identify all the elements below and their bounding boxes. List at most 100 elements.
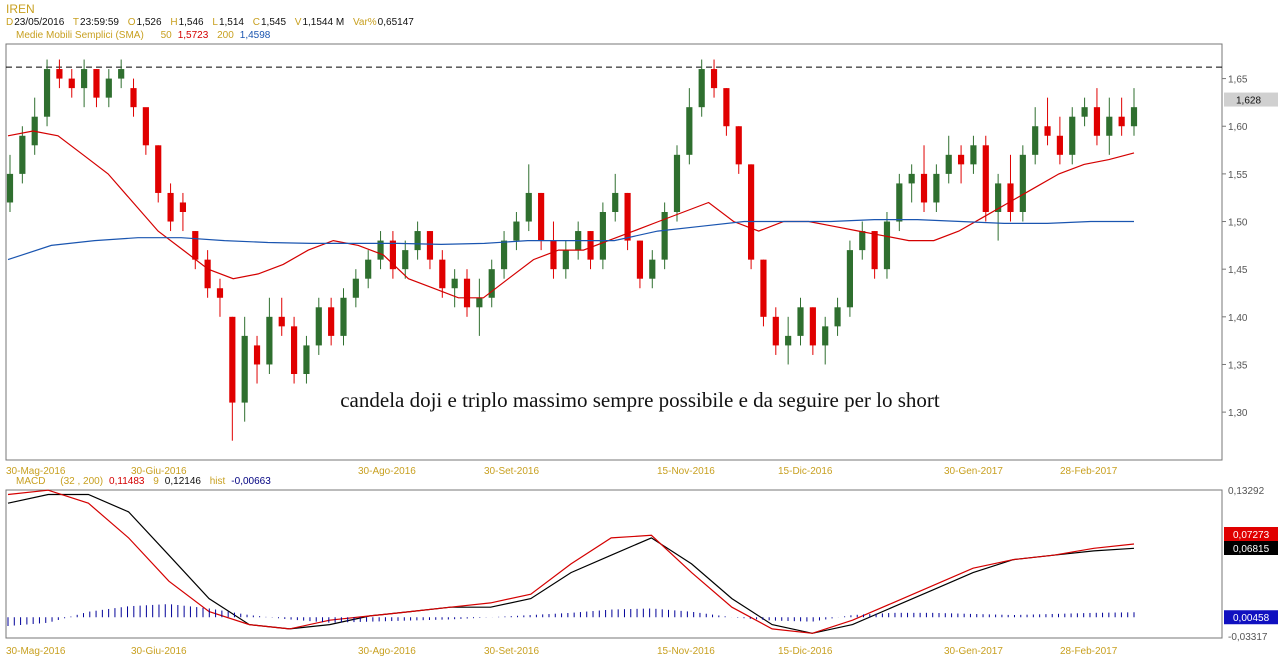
candle-body — [451, 278, 458, 289]
candle-body — [463, 278, 471, 308]
macd-panel — [5, 489, 1223, 639]
candle-body — [291, 326, 298, 374]
candle-body — [352, 278, 359, 298]
header-open: 1,526 — [136, 17, 162, 28]
candle-body — [179, 202, 187, 212]
macd-value-label: 0,07273 — [1233, 530, 1270, 541]
candle-body — [859, 231, 866, 251]
candle-body — [1007, 183, 1014, 212]
candle-body — [118, 69, 125, 79]
macd-axis-bottom: -0,03317 — [1228, 632, 1268, 643]
candle-body — [587, 231, 594, 260]
candle-body — [920, 173, 928, 203]
macd-value-tag — [1224, 610, 1278, 625]
candle-body — [772, 316, 779, 346]
candle-body — [661, 212, 668, 260]
candle-body — [1044, 126, 1051, 136]
candle-body — [908, 173, 915, 184]
price-tick-label: 1,50 — [1228, 218, 1248, 229]
candle-body — [636, 240, 644, 279]
candle-body — [229, 316, 236, 403]
candle-body — [612, 192, 619, 212]
candle-body — [241, 335, 248, 403]
header-low: 1,514 — [218, 17, 244, 28]
date-label-macd: 30-Set-2016 — [484, 646, 539, 657]
candle-body — [760, 259, 767, 317]
candle-body — [797, 307, 804, 336]
date-label-macd: 30-Gen-2017 — [944, 646, 1003, 657]
candle-body — [1118, 116, 1125, 127]
candle-body — [6, 173, 14, 203]
price-tick-label: 1,45 — [1228, 265, 1248, 276]
candle-body — [68, 78, 75, 89]
header-high: 1,546 — [178, 17, 204, 28]
signal-line — [7, 489, 1135, 634]
candle-body — [698, 69, 705, 108]
date-label-price: 30-Mag-2016 — [6, 466, 66, 477]
candle-body — [204, 259, 211, 289]
date-label-macd: 15-Nov-2016 — [657, 646, 715, 657]
macd-line — [7, 493, 1135, 634]
candle-body — [599, 212, 606, 260]
candle-body — [945, 154, 952, 174]
candle-body — [266, 316, 273, 365]
date-label-price: 30-Giu-2016 — [131, 466, 187, 477]
candle-body — [710, 69, 718, 89]
candle-body — [365, 259, 372, 279]
price-tick-label: 1,65 — [1228, 75, 1248, 86]
candle-body — [1032, 126, 1039, 155]
candle-body — [822, 326, 829, 346]
header-close: 1,545 — [260, 17, 287, 28]
sma200-line — [7, 219, 1134, 261]
candle-body — [525, 192, 532, 222]
candle-body — [982, 145, 989, 212]
price-tick-label: 1,40 — [1228, 313, 1248, 324]
macd-value-label: 0,06815 — [1233, 544, 1270, 555]
candle-body — [402, 250, 409, 270]
current-price-label: 1,628 — [1236, 96, 1261, 107]
candle-body — [216, 288, 224, 298]
candle-body — [513, 221, 520, 241]
candle-body — [81, 69, 88, 89]
candle-body — [253, 345, 261, 365]
date-label-price: 30-Gen-2017 — [944, 466, 1003, 477]
candle-body — [414, 231, 421, 251]
candle-body — [488, 269, 495, 298]
candle-body — [538, 192, 545, 241]
sma50-line — [7, 130, 1135, 299]
candle-body — [43, 69, 51, 117]
candle-body — [105, 78, 112, 98]
macd-axis-top: 0,13292 — [1228, 486, 1265, 497]
symbol-title: IREN — [6, 2, 35, 16]
candle-body — [785, 335, 792, 346]
candle-body — [649, 259, 656, 279]
candle-body — [809, 307, 816, 346]
candle-body — [957, 154, 965, 165]
candle-body — [439, 259, 446, 289]
macd-value-tag — [1224, 527, 1278, 541]
header-var: 0,65147 — [377, 17, 414, 28]
annotation-text: candela doji e triplo massimo sempre pos… — [340, 388, 940, 412]
candle-body — [315, 307, 322, 346]
ohlc-header: D23/05/2016 T23:59:59 O1,526 H1,546 L1,5… — [6, 17, 414, 28]
candle-body — [389, 240, 396, 270]
sma-legend: Medie Mobili Semplici (SMA) 50 1,5723 200… — [16, 30, 271, 41]
candle-body — [56, 69, 63, 79]
candle-body — [1106, 116, 1113, 136]
candle-body — [846, 250, 853, 308]
date-label-macd: 30-Mag-2016 — [6, 646, 66, 657]
price-tick-label: 1,55 — [1228, 170, 1248, 181]
candle-body — [562, 250, 569, 270]
candle-body — [896, 183, 903, 222]
candle-body — [278, 316, 285, 327]
candle-body — [871, 231, 878, 270]
date-label-macd: 28-Feb-2017 — [1060, 646, 1118, 657]
candle-body — [476, 297, 483, 308]
candle-body — [735, 126, 742, 165]
candle-body — [970, 145, 977, 165]
date-label-price: 28-Feb-2017 — [1060, 466, 1118, 477]
candle-body — [686, 107, 693, 155]
candle-body — [377, 240, 384, 260]
candle-body — [155, 145, 162, 193]
